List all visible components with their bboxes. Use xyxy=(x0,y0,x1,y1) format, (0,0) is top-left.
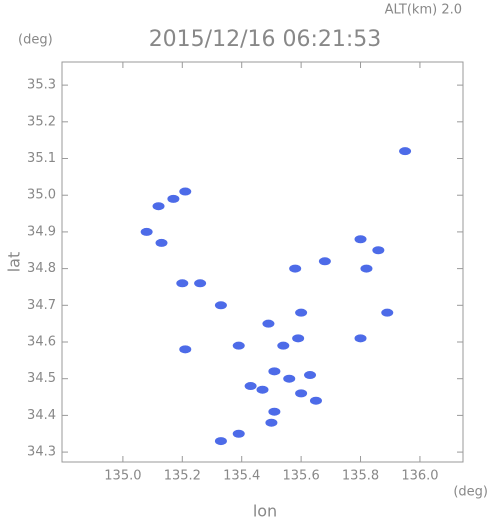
y-tick-label: 34.3 xyxy=(27,445,56,460)
y-tick-label: 34.5 xyxy=(27,371,56,386)
echo-cell xyxy=(232,341,245,350)
echo-cell xyxy=(265,418,278,427)
y-tick-label: 35.1 xyxy=(27,151,56,166)
echo-cell xyxy=(309,396,322,405)
altitude-label: ALT(km) 2.0 xyxy=(385,3,462,18)
echo-cell xyxy=(381,308,394,317)
echo-cell xyxy=(372,246,385,255)
y-unit: (deg) xyxy=(18,33,53,48)
y-tick-label: 34.8 xyxy=(27,261,56,276)
echo-cell xyxy=(155,238,168,247)
echo-cell xyxy=(179,187,192,196)
echo-cell xyxy=(176,279,189,288)
echo-cell xyxy=(152,202,165,211)
x-axis-label: lon xyxy=(253,502,277,521)
echo-cell xyxy=(295,308,308,317)
y-tick-label: 35.2 xyxy=(27,114,56,129)
plot-frame xyxy=(61,61,464,463)
y-tick-label: 34.7 xyxy=(27,298,56,313)
echo-cell xyxy=(318,257,331,266)
chart-title: 2015/12/16 06:21:53 xyxy=(149,27,382,52)
echo-cell xyxy=(304,371,317,380)
echo-cell xyxy=(244,382,257,391)
echo-cell xyxy=(277,341,290,350)
echo-cell xyxy=(179,345,192,354)
x-tick-label: 135.4 xyxy=(223,469,260,484)
x-tick-label: 135.0 xyxy=(104,469,141,484)
echo-cell xyxy=(268,367,281,376)
y-tick-label: 34.4 xyxy=(27,408,56,423)
echo-cell xyxy=(256,385,269,394)
x-tick-label: 135.2 xyxy=(164,469,201,484)
echo-cell xyxy=(214,301,227,310)
echo-cell xyxy=(295,389,308,398)
y-tick-label: 35.3 xyxy=(27,78,56,93)
x-unit: (deg) xyxy=(453,485,488,500)
echo-cell xyxy=(194,279,207,288)
echo-cell xyxy=(262,319,275,328)
echo-cell xyxy=(232,429,245,438)
echo-cell xyxy=(399,147,412,156)
y-tick-label: 34.6 xyxy=(27,335,56,350)
echo-cell xyxy=(292,334,305,343)
y-tick-label: 34.9 xyxy=(27,224,56,239)
echo-cell xyxy=(167,194,180,203)
echo-cell xyxy=(354,334,367,343)
echo-cell xyxy=(283,374,296,383)
echo-cell xyxy=(214,437,227,446)
x-tick-label: 136.0 xyxy=(401,469,438,484)
echo-cell xyxy=(289,264,302,273)
echo-cell xyxy=(268,407,281,416)
echo-cell xyxy=(140,227,153,236)
x-tick-label: 135.6 xyxy=(283,469,320,484)
echo-cell xyxy=(354,235,367,244)
x-tick-label: 135.8 xyxy=(342,469,379,484)
echo-cell xyxy=(360,264,373,273)
y-axis-label: lat xyxy=(5,252,24,273)
y-tick-label: 35.0 xyxy=(27,188,56,203)
